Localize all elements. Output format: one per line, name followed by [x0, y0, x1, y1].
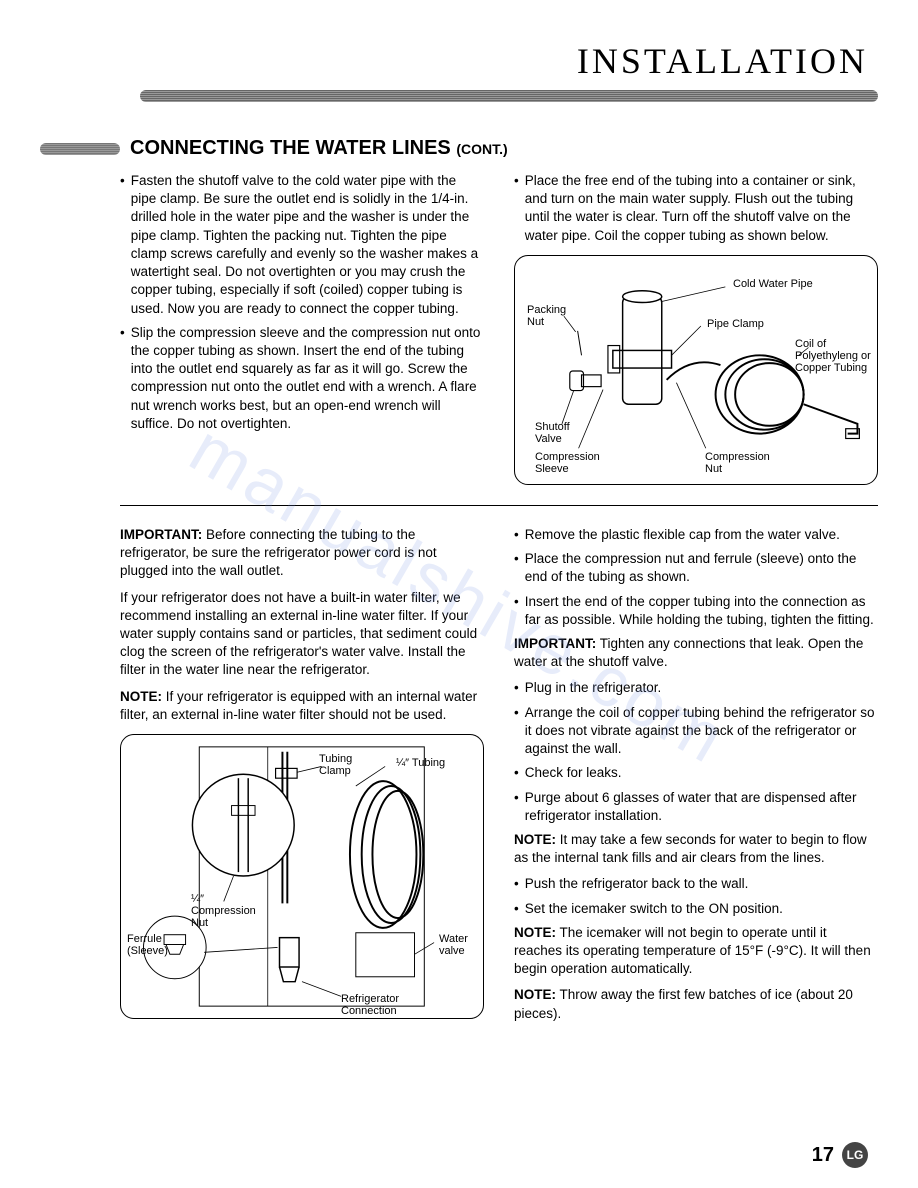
note-label: NOTE:: [514, 925, 556, 940]
label-cold-water-pipe: Cold Water Pipe: [733, 278, 813, 290]
note-text: The icemaker will not begin to operate u…: [514, 925, 871, 976]
bullet-plug-in: •Plug in the refrigerator.: [514, 679, 878, 697]
bullet-push-back: •Push the refrigerator back to the wall.: [514, 875, 878, 893]
note-icemaker-temp: NOTE: The icemaker will not begin to ope…: [514, 924, 878, 979]
note-label: NOTE:: [514, 987, 556, 1002]
mid-divider: [120, 505, 878, 506]
label-packing-nut: Packing Nut: [527, 304, 572, 328]
label-water-valve: Water valve: [439, 933, 484, 957]
bullet-arrange-coil: •Arrange the coil of copper tubing behin…: [514, 704, 878, 759]
note-label: NOTE:: [120, 689, 162, 704]
bullet-text: Check for leaks.: [525, 764, 622, 782]
note-text: It may take a few seconds for water to b…: [514, 832, 867, 865]
note-para: NOTE: If your refrigerator is equipped w…: [120, 688, 484, 724]
bullet-text: Fasten the shutoff valve to the cold wat…: [131, 172, 484, 318]
note-text: If your refrigerator is equipped with an…: [120, 689, 477, 722]
diagram-refrigerator-connection: Tubing Clamp ¼″ Tubing ¼″ Compression Nu…: [120, 734, 484, 1019]
bullet-insert-tubing: •Insert the end of the copper tubing int…: [514, 593, 878, 629]
bullet-text: Purge about 6 glasses of water that are …: [525, 789, 878, 825]
note-label: NOTE:: [514, 832, 556, 847]
note-flow: NOTE: It may take a few seconds for wate…: [514, 831, 878, 867]
bullet-dot: •: [514, 172, 519, 245]
label-coil: Coil of Polyethyleng or Copper Tubing: [795, 338, 885, 374]
bullet-purge: •Purge about 6 glasses of water that are…: [514, 789, 878, 825]
top-columns: • Fasten the shutoff valve to the cold w…: [120, 172, 878, 485]
diagram2-svg: [121, 735, 483, 1018]
label-refrigerator-connection: Refrigerator Connection: [341, 993, 421, 1017]
page: manualshive.com INSTALLATION CONNECTING …: [0, 0, 918, 1188]
bottom-left-col: IMPORTANT: Before connecting the tubing …: [120, 526, 484, 1031]
section-title: CONNECTING THE WATER LINES (CONT.): [130, 137, 508, 160]
note-text: Throw away the first few batches of ice …: [514, 987, 853, 1020]
page-header-title: INSTALLATION: [40, 40, 878, 82]
bullet-text: Insert the end of the copper tubing into…: [525, 593, 878, 629]
bullet-text: Place the free end of the tubing into a …: [525, 172, 878, 245]
bullet-text: Plug in the refrigerator.: [525, 679, 662, 697]
bullet-text: Place the compression nut and ferrule (s…: [525, 550, 878, 586]
section-title-text: CONNECTING THE WATER LINES: [130, 137, 451, 159]
section-accent-bar: [40, 143, 120, 155]
important-label: IMPORTANT:: [514, 636, 596, 651]
bullet-place-nut: •Place the compression nut and ferrule (…: [514, 550, 878, 586]
label-compression-sleeve: Compression Sleeve: [535, 451, 610, 475]
section-heading-row: CONNECTING THE WATER LINES (CONT.): [40, 137, 878, 160]
bottom-columns: IMPORTANT: Before connecting the tubing …: [120, 526, 878, 1031]
bullet-text: Slip the compression sleeve and the comp…: [131, 324, 484, 433]
bullet-fasten: • Fasten the shutoff valve to the cold w…: [120, 172, 484, 318]
bottom-right-col: •Remove the plastic flexible cap from th…: [514, 526, 878, 1031]
bullet-icemaker-on: •Set the icemaker switch to the ON posit…: [514, 900, 878, 918]
bullet-dot: •: [120, 172, 125, 318]
bullet-text: Arrange the coil of copper tubing behind…: [525, 704, 878, 759]
important-tighten: IMPORTANT: Tighten any connections that …: [514, 635, 878, 671]
bullet-text: Push the refrigerator back to the wall.: [525, 875, 749, 893]
bullet-remove-cap: •Remove the plastic flexible cap from th…: [514, 526, 878, 544]
note-throw-away: NOTE: Throw away the first few batches o…: [514, 986, 878, 1022]
label-compression-nut: Compression Nut: [705, 451, 780, 475]
section-title-cont: (CONT.): [456, 141, 507, 157]
lg-logo-icon: LG: [842, 1142, 868, 1168]
important-label: IMPORTANT:: [120, 527, 202, 542]
label-compression-nut: ¼″ Compression Nut: [191, 893, 271, 929]
filter-para: If your refrigerator does not have a bui…: [120, 589, 484, 680]
header-divider: [140, 90, 878, 102]
top-left-col: • Fasten the shutoff valve to the cold w…: [120, 172, 484, 485]
diagram-pipe-clamp: Cold Water Pipe Packing Nut Pipe Clamp C…: [514, 255, 878, 485]
label-shutoff-valve: Shutoff Valve: [535, 421, 580, 445]
label-quarter-tubing: ¼″ Tubing: [396, 757, 445, 769]
important-para: IMPORTANT: Before connecting the tubing …: [120, 526, 484, 581]
bullet-check-leaks: •Check for leaks.: [514, 764, 878, 782]
bullet-text: Remove the plastic flexible cap from the…: [525, 526, 840, 544]
bullet-dot: •: [120, 324, 125, 433]
bullet-place: • Place the free end of the tubing into …: [514, 172, 878, 245]
label-tubing-clamp: Tubing Clamp: [319, 753, 364, 777]
bullet-text: Set the icemaker switch to the ON positi…: [525, 900, 783, 918]
page-number-text: 17: [812, 1144, 834, 1167]
page-footer: 17 LG: [812, 1142, 868, 1168]
label-pipe-clamp: Pipe Clamp: [707, 318, 764, 330]
label-ferrule: Ferrule (Sleeve): [127, 933, 177, 957]
bullet-slip: • Slip the compression sleeve and the co…: [120, 324, 484, 433]
top-right-col: • Place the free end of the tubing into …: [514, 172, 878, 485]
